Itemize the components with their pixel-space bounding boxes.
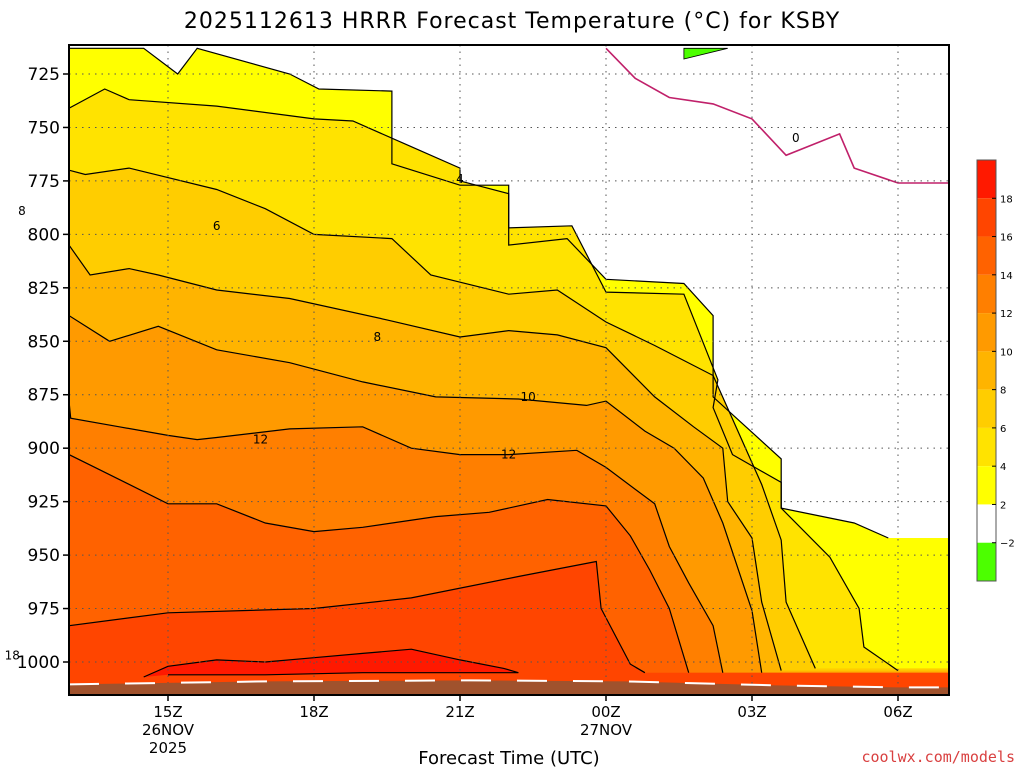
contour-label: 4 [456,172,464,186]
y-tick-label: 825 [28,279,60,299]
x-tick-label: 00Z [591,703,620,721]
freezing-line [605,47,950,184]
colorbar-label: 18 [1000,194,1013,205]
colorbar-label: 6 [1000,424,1006,435]
colorbar-swatch [977,274,996,314]
x-axis-label: Forecast Time (UTC) [418,748,599,768]
colorbar-swatch [977,236,996,275]
contour-line-14 [68,448,690,673]
cold-patch-0 [683,47,728,60]
contour-label: 8 [18,204,26,218]
x-tick-sublabel: 2025 [149,739,187,757]
colorbar-swatch [977,198,996,237]
y-axis-ticks: 725 750 775 800 825 850 875 900 925 950 975 1000 [17,65,69,673]
y-tick-label: 850 [28,332,60,352]
x-tick-label: 03Z [737,703,766,721]
chart-title: 2025112613 HRRR Forecast Temperature (°C… [184,9,840,34]
x-tick-label: 15Z [153,703,182,721]
y-tick-label: 1000 [17,653,60,673]
colorbar-label: 8 [1000,386,1006,397]
contour-line-4 [68,88,899,672]
contour-label: 6 [213,219,221,233]
contour-label-layer: 0 4 6 8 8 10 12 12 18 [5,131,800,663]
plot-frame [68,44,950,696]
ground-surface-line [68,679,949,689]
contour-line-18 [143,648,519,678]
x-tick-sublabel: 26NOV [142,721,195,739]
y-tick-label: 750 [28,118,60,138]
contour-label: 8 [373,330,381,344]
credit-text: coolwx.com/models [861,748,1015,766]
x-tick-label: 21Z [445,703,474,721]
colorbar-label: 16 [1000,233,1013,244]
y-tick-label: 900 [28,439,60,459]
colorbar-swatch [977,466,996,505]
colorbar-label: 12 [1000,309,1013,320]
y-tick-label: 975 [28,600,60,620]
grid-layer [69,45,949,695]
y-tick-label: 925 [28,493,60,513]
colorbar-swatch [977,160,996,199]
colorbar-swatch [977,351,996,390]
y-tick-label: 775 [28,172,60,192]
colorbar-swatch [977,542,996,581]
y-tick-label: 725 [28,65,60,85]
x-tick-label: 06Z [883,703,912,721]
colorbar-label: 2 [1000,500,1006,511]
contour-label: 18 [5,649,20,663]
contour-line-8 [68,234,782,671]
colorbar-label: −2 [1000,539,1015,550]
contour-line-6 [68,167,816,669]
contour-line-10 [68,292,763,673]
ground-layer [68,679,949,695]
colorbar-swatch [977,389,996,428]
colorbar-frame [976,159,997,582]
band-fill-16 [69,544,949,695]
colorbar-swatch [977,504,996,543]
y-tick-label: 800 [28,225,60,245]
contour-label: 12 [501,448,516,462]
colorbar-label: 14 [1000,271,1013,282]
colorbar-label: 4 [1000,462,1006,473]
colorbar-label: 10 [1000,347,1013,358]
colorbar-swatch [977,427,996,467]
contour-line-12 [68,390,724,673]
band-fill-18 [143,649,519,677]
contour-label: 12 [253,433,268,447]
y-tick-label: 875 [28,386,60,406]
y-tick-label: 950 [28,546,60,566]
x-tick-sublabel: 27NOV [580,721,633,739]
contour-label: 10 [520,390,535,404]
colorbar-swatch [977,313,996,352]
colorbar: 18 16 14 12 10 8 6 4 2 −2 [976,159,1015,582]
contour-label: 0 [792,131,800,145]
x-tick-label: 18Z [299,703,328,721]
ground-fill [69,680,949,695]
